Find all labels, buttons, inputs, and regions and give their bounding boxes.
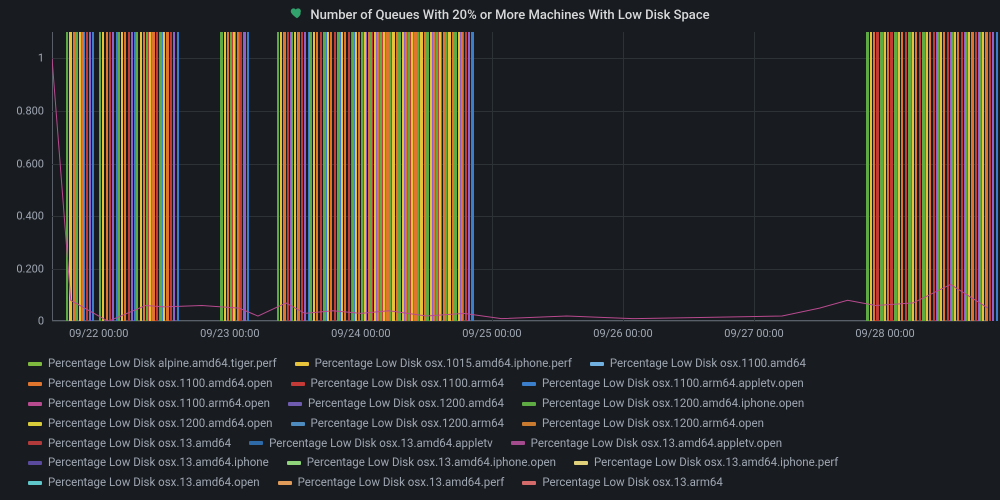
legend-swatch <box>291 382 305 386</box>
legend-label: Percentage Low Disk osx.13.amd64.iphone <box>48 454 269 472</box>
legend-swatch <box>288 402 302 406</box>
legend-item[interactable]: Percentage Low Disk osx.1200.amd64 <box>288 395 504 413</box>
legend-item[interactable]: Percentage Low Disk osx.13.amd64.appletv <box>249 435 493 453</box>
legend-swatch <box>287 461 301 465</box>
legend-item[interactable]: Percentage Low Disk osx.1200.arm64 <box>291 415 504 433</box>
legend-swatch <box>295 362 309 366</box>
legend-swatch <box>28 461 42 465</box>
legend-label: Percentage Low Disk osx.13.amd64.iphone.… <box>594 454 838 472</box>
legend-item[interactable]: Percentage Low Disk osx.13.amd64.iphone <box>28 454 269 472</box>
legend-swatch <box>28 481 42 485</box>
legend-label: Percentage Low Disk osx.1015.amd64.iphon… <box>315 355 572 373</box>
chart-panel: Number of Queues With 20% or More Machin… <box>0 0 1000 500</box>
y-tick-label: 0 <box>38 315 44 328</box>
legend-swatch <box>28 441 42 445</box>
y-tick-label: 0.200 <box>16 262 44 275</box>
legend-item[interactable]: Percentage Low Disk osx.13.amd64.perf <box>278 474 505 492</box>
legend-label: Percentage Low Disk osx.13.amd64 <box>48 435 231 453</box>
legend-item[interactable]: Percentage Low Disk osx.1200.amd64.iphon… <box>522 395 804 413</box>
legend-label: Percentage Low Disk osx.1100.amd64 <box>610 355 806 373</box>
legend-swatch <box>522 402 536 406</box>
panel-title: Number of Queues With 20% or More Machin… <box>310 8 709 23</box>
x-tick-label: 09/22 00:00 <box>69 327 128 340</box>
legend-swatch <box>28 422 42 426</box>
legend-label: Percentage Low Disk osx.1100.arm64.open <box>48 395 270 413</box>
legend-label: Percentage Low Disk osx.13.arm64 <box>542 474 723 492</box>
trace-series <box>52 32 988 321</box>
legend-label: Percentage Low Disk osx.1200.arm64.open <box>542 415 764 433</box>
x-tick-label: 09/24 00:00 <box>331 327 390 340</box>
y-tick-label: 0.600 <box>16 157 44 170</box>
legend-label: Percentage Low Disk osx.13.amd64.open <box>48 474 260 492</box>
legend-swatch <box>28 382 42 386</box>
legend-item[interactable]: Percentage Low Disk osx.1100.arm64 <box>291 375 504 393</box>
legend-label: Percentage Low Disk osx.1100.arm64.apple… <box>542 375 804 393</box>
legend-item[interactable]: Percentage Low Disk alpine.amd64.tiger.p… <box>28 355 277 373</box>
y-tick-label: 1 <box>38 52 44 65</box>
y-tick-label: 0.800 <box>16 104 44 117</box>
y-tick-label: 0.400 <box>16 210 44 223</box>
x-tick-label: 09/27 00:00 <box>724 327 783 340</box>
legend-label: Percentage Low Disk osx.1100.arm64 <box>311 375 504 393</box>
gridline-horizontal <box>52 321 988 322</box>
legend-item[interactable]: Percentage Low Disk osx.1100.amd64.open <box>28 375 273 393</box>
legend-item[interactable]: Percentage Low Disk osx.13.amd64.appletv… <box>511 435 782 453</box>
legend-swatch <box>28 402 42 406</box>
legend-item[interactable]: Percentage Low Disk osx.1015.amd64.iphon… <box>295 355 572 373</box>
legend-swatch <box>522 382 536 386</box>
legend-label: Percentage Low Disk osx.1200.amd64.iphon… <box>542 395 804 413</box>
legend-label: Percentage Low Disk osx.1200.amd64 <box>308 395 504 413</box>
legend-item[interactable]: Percentage Low Disk osx.1200.arm64.open <box>522 415 764 433</box>
panel-title-bar[interactable]: Number of Queues With 20% or More Machin… <box>0 0 1000 28</box>
legend-item[interactable]: Percentage Low Disk osx.13.amd64.open <box>28 474 260 492</box>
legend-item[interactable]: Percentage Low Disk osx.1200.amd64.open <box>28 415 273 433</box>
chart-area[interactable]: 0 0.200 0.400 0.600 0.800 1 09/22 00:00 09/23 … <box>0 28 1000 351</box>
legend-label: Percentage Low Disk osx.1100.amd64.open <box>48 375 273 393</box>
legend-swatch <box>278 481 292 485</box>
legend-item[interactable]: Percentage Low Disk osx.1100.amd64 <box>590 355 806 373</box>
legend-swatch <box>28 362 42 366</box>
legend-swatch <box>291 422 305 426</box>
legend-label: Percentage Low Disk osx.13.amd64.iphone.… <box>307 454 556 472</box>
legend-item[interactable]: Percentage Low Disk osx.13.amd64.iphone.… <box>574 454 838 472</box>
heart-icon <box>290 6 304 24</box>
x-tick-label: 09/26 00:00 <box>593 327 652 340</box>
legend-swatch <box>249 441 263 445</box>
legend-item[interactable]: Percentage Low Disk osx.13.arm64 <box>522 474 723 492</box>
legend-item[interactable]: Percentage Low Disk osx.13.amd64.iphone.… <box>287 454 556 472</box>
legend-label: Percentage Low Disk alpine.amd64.tiger.p… <box>48 355 277 373</box>
chart-plot <box>52 32 988 321</box>
legend-label: Percentage Low Disk osx.1200.amd64.open <box>48 415 273 433</box>
legend-swatch <box>522 481 536 485</box>
legend-swatch <box>590 362 604 366</box>
legend-swatch <box>511 441 525 445</box>
x-tick-label: 09/23 00:00 <box>200 327 259 340</box>
legend-item[interactable]: Percentage Low Disk osx.1100.arm64.apple… <box>522 375 804 393</box>
x-axis: 09/22 00:00 09/23 00:00 09/24 00:00 09/25 0… <box>52 323 988 351</box>
legend-label: Percentage Low Disk osx.13.amd64.perf <box>298 474 505 492</box>
legend-label: Percentage Low Disk osx.13.amd64.appletv <box>269 435 493 453</box>
x-tick-label: 09/28 00:00 <box>855 327 914 340</box>
legend-item[interactable]: Percentage Low Disk osx.1100.arm64.open <box>28 395 270 413</box>
legend-label: Percentage Low Disk osx.1200.arm64 <box>311 415 504 433</box>
legend-swatch <box>522 422 536 426</box>
y-axis: 00.2000.4000.6000.8001 <box>0 32 48 321</box>
chart-legend: Percentage Low Disk alpine.amd64.tiger.p… <box>0 351 1000 500</box>
legend-item[interactable]: Percentage Low Disk osx.13.amd64 <box>28 435 231 453</box>
x-tick-label: 09/25 00:00 <box>462 327 521 340</box>
legend-swatch <box>574 461 588 465</box>
legend-label: Percentage Low Disk osx.13.amd64.appletv… <box>531 435 782 453</box>
